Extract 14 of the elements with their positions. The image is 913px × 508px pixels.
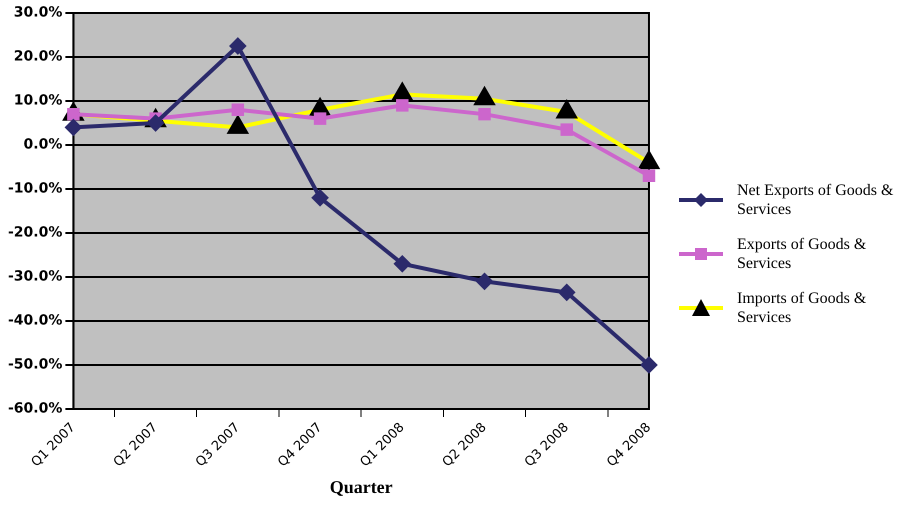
y-tick-label: -50.0% [8, 356, 62, 373]
x-axis-title: Quarter [330, 476, 393, 497]
y-tick-label: -10.0% [8, 180, 62, 197]
legend-label: Imports of Goods & Services [737, 289, 868, 327]
y-tick-label: 0.0% [24, 136, 62, 153]
y-tick-label: -60.0% [8, 400, 62, 417]
y-tick-label: -30.0% [8, 268, 62, 285]
y-tick-label: 20.0% [14, 48, 62, 65]
legend-label: Exports of Goods & Services [737, 235, 868, 273]
y-tick-label: 10.0% [14, 92, 62, 109]
y-tick-label: -20.0% [8, 224, 62, 241]
y-tick-label: -40.0% [8, 312, 62, 329]
y-tick-label: 30.0% [14, 4, 62, 21]
legend-label: Net Exports of Goods & Services [737, 181, 894, 219]
